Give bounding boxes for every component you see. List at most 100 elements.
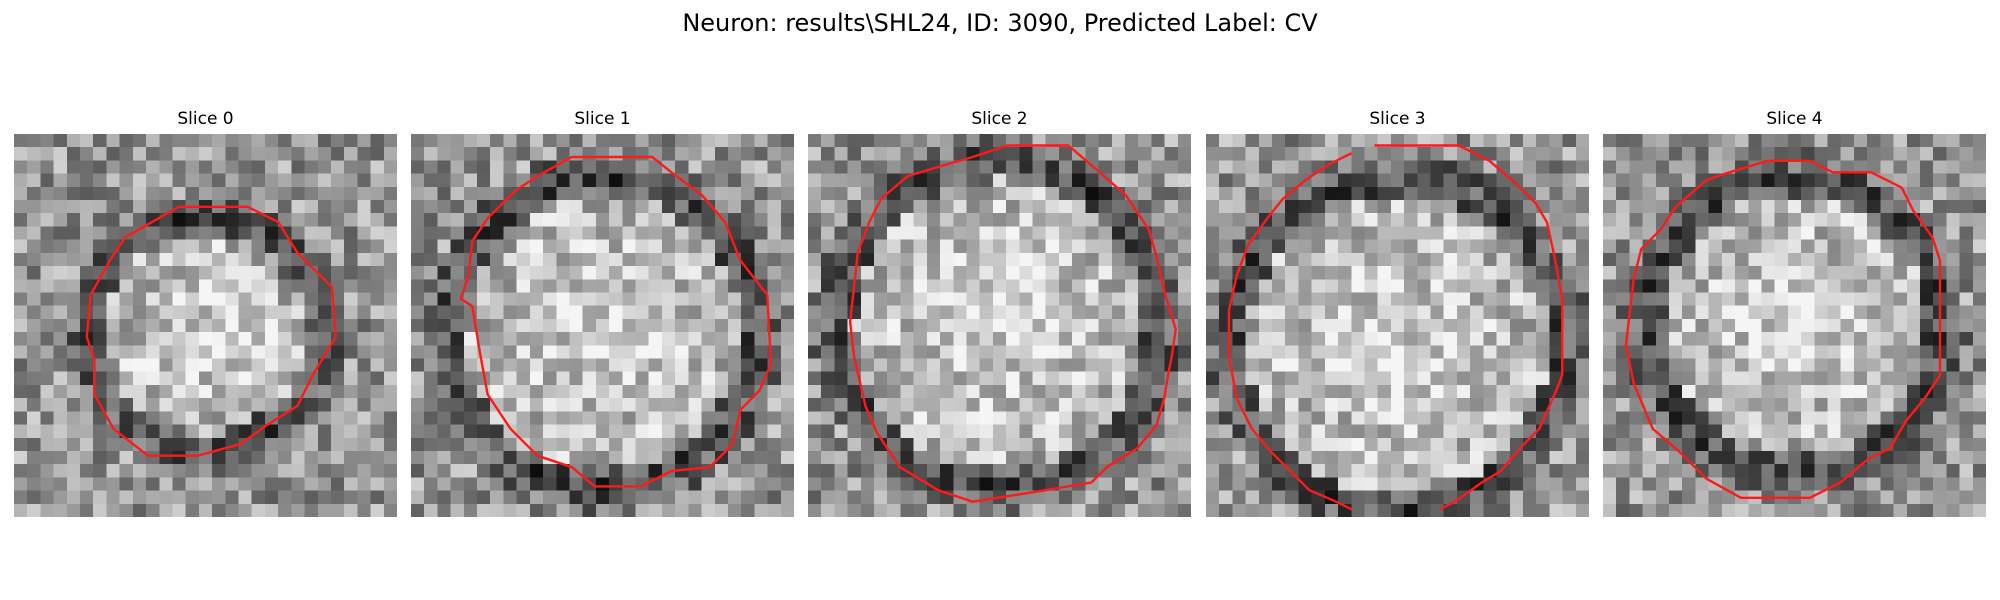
pixel [1496, 266, 1511, 280]
pixel [714, 239, 729, 254]
pixel [648, 464, 663, 478]
pixel [661, 371, 676, 386]
pixel [953, 384, 968, 399]
pixel [53, 213, 68, 228]
pixel [609, 332, 623, 346]
pixel [1245, 279, 1260, 294]
pixel [159, 437, 174, 452]
pixel [780, 345, 794, 360]
pixel [741, 173, 755, 188]
pixel [1496, 411, 1511, 426]
pixel [874, 292, 888, 307]
pixel [1364, 371, 1379, 386]
pixel [780, 160, 794, 175]
pixel [1946, 358, 1961, 373]
pixel [1669, 160, 1683, 175]
pixel [780, 186, 794, 201]
pixel [1151, 384, 1166, 399]
pixel [529, 186, 544, 201]
pixel [1655, 147, 1670, 162]
pixel [635, 266, 650, 280]
pixel [198, 252, 213, 267]
pixel [14, 213, 28, 228]
pixel [1814, 186, 1829, 201]
pixel [1708, 411, 1723, 426]
pixel [834, 371, 849, 386]
pixel [344, 464, 358, 478]
pixel [1443, 384, 1458, 399]
pixel [1549, 160, 1564, 175]
pixel [383, 305, 397, 320]
pixel [1880, 398, 1895, 412]
pixel [477, 134, 491, 148]
pixel [847, 398, 862, 412]
pixel [238, 332, 253, 346]
pixel [383, 318, 397, 333]
pixel [1430, 384, 1445, 399]
pixel [595, 160, 610, 175]
pixel [53, 398, 68, 412]
pixel [1285, 147, 1300, 162]
pixel [622, 266, 637, 280]
pixel [1906, 292, 1921, 307]
pixel [1735, 226, 1749, 241]
pixel [14, 252, 28, 267]
pixel [1827, 398, 1842, 412]
pixel [1232, 134, 1247, 148]
pixel [450, 160, 465, 175]
pixel [1933, 411, 1947, 426]
pixel [1959, 358, 1974, 373]
pixel [383, 398, 397, 412]
pixel [913, 239, 928, 254]
pixel [264, 424, 279, 439]
pixel [1404, 384, 1418, 399]
pixel [437, 239, 452, 254]
pixel [1946, 464, 1961, 478]
pixel [1814, 464, 1829, 478]
pixel [701, 332, 716, 346]
pixel [582, 477, 597, 492]
pixel [727, 305, 742, 320]
pixel [622, 384, 637, 399]
pixel [1032, 503, 1047, 517]
pixel [1867, 464, 1881, 478]
pixel [1058, 477, 1073, 492]
pixel [688, 490, 703, 505]
pixel [330, 173, 345, 188]
pixel [808, 134, 822, 148]
pixel [1840, 305, 1855, 320]
pixel [1258, 450, 1273, 465]
pixel [1946, 279, 1961, 294]
pixel [1085, 332, 1100, 346]
pixel [1219, 200, 1234, 214]
pixel [1562, 503, 1577, 517]
pixel [463, 358, 478, 373]
pixel [556, 305, 571, 320]
pixel [979, 358, 994, 373]
pixel [1232, 411, 1247, 426]
pixel [701, 266, 716, 280]
pixel [754, 411, 769, 426]
pixel [238, 477, 253, 492]
pixel [1470, 200, 1484, 214]
pixel [780, 213, 794, 228]
pixel [1085, 213, 1100, 228]
pixel [383, 358, 397, 373]
pixel [675, 160, 689, 175]
pixel [1151, 200, 1166, 214]
pixel [1642, 318, 1657, 333]
pixel [14, 292, 28, 307]
pixel [727, 490, 742, 505]
pixel [1695, 503, 1710, 517]
pixel [1164, 213, 1179, 228]
pixel [714, 411, 729, 426]
pixel [1072, 160, 1086, 175]
pixel [754, 292, 769, 307]
pixel [516, 450, 531, 465]
pixel [437, 160, 452, 175]
pixel [1443, 398, 1458, 412]
pixel [1748, 134, 1763, 148]
slice-title: Slice 4 [1766, 109, 1823, 129]
pixel [1549, 186, 1564, 201]
pixel [185, 213, 200, 228]
